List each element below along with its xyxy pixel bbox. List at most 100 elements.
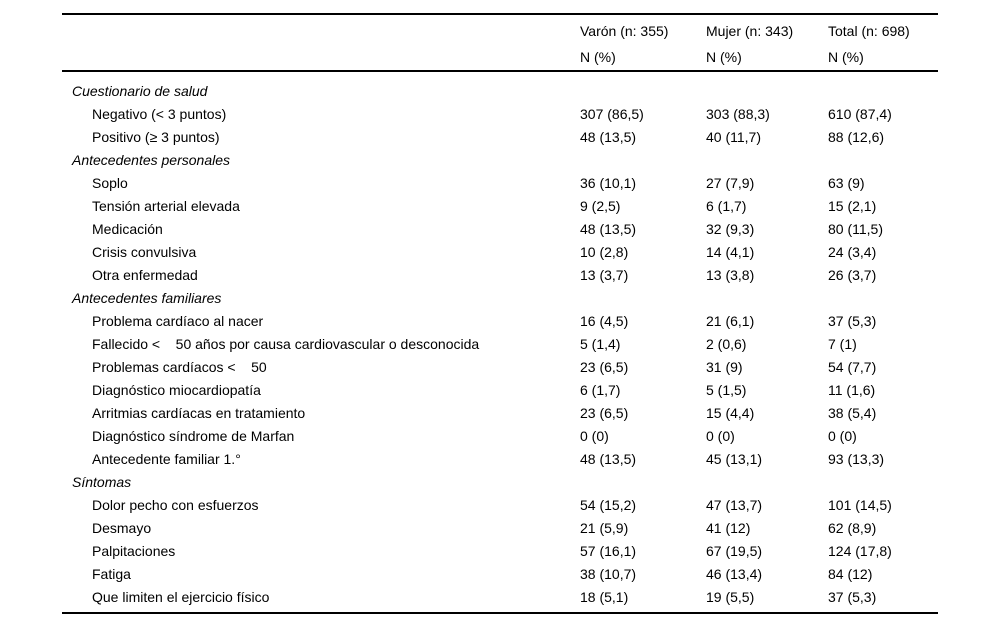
- cell-varon: 307 (86,5): [580, 105, 644, 122]
- cell-total: 88 (12,6): [828, 128, 885, 145]
- cell-mujer: 32 (9,3): [706, 220, 755, 237]
- row-label: Positivo (≥ 3 puntos): [92, 128, 220, 145]
- cell-mujer: 67 (19,5): [706, 542, 763, 559]
- row-label: Problema cardíaco al nacer: [92, 312, 264, 329]
- cell-mujer: 27 (7,9): [706, 174, 755, 191]
- statistics-table: Varón (n: 355) Mujer (n: 343) Total (n: …: [62, 13, 938, 614]
- section-label: Cuestionario de salud: [72, 82, 208, 99]
- section-label: Antecedentes familiares: [72, 289, 222, 306]
- row-label: Fatiga: [92, 565, 131, 582]
- cell-total: 7 (1): [828, 335, 857, 352]
- cell-mujer: 41 (12): [706, 519, 751, 536]
- cell-varon: 6 (1,7): [580, 381, 621, 398]
- cell-varon: 23 (6,5): [580, 404, 629, 421]
- table-row: Antecedente familiar 1.° 48 (13,5) 45 (13,…: [62, 447, 938, 470]
- column-subtitles-row: N (%) N (%) N (%): [62, 44, 938, 70]
- table-row: Soplo 36 (10,1) 27 (7,9) 63 (9): [62, 171, 938, 194]
- cell-total: 124 (17,8): [828, 542, 892, 559]
- table-header-rule: [62, 70, 938, 72]
- column-header-total: Total (n: 698): [828, 23, 910, 39]
- section-label: Síntomas: [72, 473, 132, 490]
- row-label: Negativo (< 3 puntos): [92, 105, 227, 122]
- table-row: Tensión arterial elevada 9 (2,5) 6 (1,7) 15…: [62, 194, 938, 217]
- row-label: Diagnóstico miocardiopatía: [92, 381, 261, 398]
- cell-mujer: 303 (88,3): [706, 105, 770, 122]
- cell-mujer: 31 (9): [706, 358, 743, 375]
- cell-total: 62 (8,9): [828, 519, 877, 536]
- cell-varon: 48 (13,5): [580, 450, 637, 467]
- cell-mujer: 46 (13,4): [706, 565, 763, 582]
- cell-total: 37 (5,3): [828, 312, 877, 329]
- cell-varon: 21 (5,9): [580, 519, 629, 536]
- row-label: Diagnóstico síndrome de Marfan: [92, 427, 295, 444]
- table-top-rule: [62, 13, 938, 15]
- section-row: Antecedentes familiares: [62, 286, 938, 309]
- table-row: Medicación 48 (13,5) 32 (9,3) 80 (11,5): [62, 217, 938, 240]
- column-header-varon: Varón (n: 355): [580, 23, 669, 39]
- row-label: Antecedente familiar 1.°: [92, 450, 241, 467]
- section-row: Síntomas: [62, 470, 938, 493]
- cell-mujer: 15 (4,4): [706, 404, 755, 421]
- cell-varon: 38 (10,7): [580, 565, 637, 582]
- column-subheader-total: N (%): [828, 49, 864, 65]
- table-row: Fatiga 38 (10,7) 46 (13,4) 84 (12): [62, 562, 938, 585]
- cell-varon: 48 (13,5): [580, 128, 637, 145]
- cell-varon: 13 (3,7): [580, 266, 629, 283]
- cell-varon: 23 (6,5): [580, 358, 629, 375]
- column-subheader-mujer: N (%): [706, 49, 742, 65]
- cell-varon: 16 (4,5): [580, 312, 629, 329]
- cell-mujer: 45 (13,1): [706, 450, 763, 467]
- cell-mujer: 5 (1,5): [706, 381, 747, 398]
- cell-varon: 10 (2,8): [580, 243, 629, 260]
- column-subheader-varon: N (%): [580, 49, 616, 65]
- cell-varon: 48 (13,5): [580, 220, 637, 237]
- cell-mujer: 21 (6,1): [706, 312, 755, 329]
- cell-mujer: 19 (5,5): [706, 588, 755, 605]
- table-row: Que limiten el ejercicio físico 18 (5,1) 1…: [62, 585, 938, 608]
- cell-varon: 36 (10,1): [580, 174, 637, 191]
- table-bottom-rule: [62, 612, 938, 614]
- row-label: Problemas cardíacos < 50: [92, 358, 267, 375]
- row-label: Palpitaciones: [92, 542, 176, 559]
- cell-total: 80 (11,5): [828, 220, 883, 237]
- cell-total: 54 (7,7): [828, 358, 877, 375]
- table-row: Diagnóstico miocardiopatía 6 (1,7) 5 (1,5)…: [62, 378, 938, 401]
- table-row: Negativo (< 3 puntos) 307 (86,5) 303 (88,3…: [62, 102, 938, 125]
- row-label: Que limiten el ejercicio físico: [92, 588, 270, 605]
- cell-varon: 57 (16,1): [580, 542, 637, 559]
- table-header: Varón (n: 355) Mujer (n: 343) Total (n: …: [62, 15, 938, 70]
- cell-mujer: 2 (0,6): [706, 335, 747, 352]
- cell-total: 63 (9): [828, 174, 865, 191]
- cell-varon: 54 (15,2): [580, 496, 637, 513]
- cell-mujer: 40 (11,7): [706, 128, 761, 145]
- section-label: Antecedentes personales: [72, 151, 230, 168]
- cell-varon: 9 (2,5): [580, 197, 621, 214]
- cell-mujer: 0 (0): [706, 427, 735, 444]
- cell-total: 610 (87,4): [828, 105, 892, 122]
- row-label: Tensión arterial elevada: [92, 197, 240, 214]
- cell-total: 93 (13,3): [828, 450, 885, 467]
- cell-mujer: 47 (13,7): [706, 496, 763, 513]
- table-row: Problema cardíaco al nacer 16 (4,5) 21 (6,…: [62, 309, 938, 332]
- row-label: Arritmias cardíacas en tratamiento: [92, 404, 306, 421]
- table-row: Desmayo 21 (5,9) 41 (12) 62 (8,9): [62, 516, 938, 539]
- row-label: Crisis convulsiva: [92, 243, 197, 260]
- table-row: Positivo (≥ 3 puntos) 48 (13,5) 40 (11,7) 8…: [62, 125, 938, 148]
- column-titles-row: Varón (n: 355) Mujer (n: 343) Total (n: …: [62, 18, 938, 44]
- table-row: Diagnóstico síndrome de Marfan 0 (0) 0 (0)…: [62, 424, 938, 447]
- cell-varon: 0 (0): [580, 427, 609, 444]
- section-row: Antecedentes personales: [62, 148, 938, 171]
- column-header-mujer: Mujer (n: 343): [706, 23, 794, 39]
- cell-total: 37 (5,3): [828, 588, 877, 605]
- section-row: Cuestionario de salud: [62, 79, 938, 102]
- table-row: Otra enfermedad 13 (3,7) 13 (3,8) 26 (3,7): [62, 263, 938, 286]
- row-label: Medicación: [92, 220, 163, 237]
- row-label: Desmayo: [92, 519, 152, 536]
- table-row: Crisis convulsiva 10 (2,8) 14 (4,1) 24 (3,4…: [62, 240, 938, 263]
- table-row: Palpitaciones 57 (16,1) 67 (19,5) 124 (17,8…: [62, 539, 938, 562]
- cell-mujer: 14 (4,1): [706, 243, 755, 260]
- row-label: Fallecido < 50 años por causa cardiovasc…: [92, 335, 480, 352]
- cell-total: 84 (12): [828, 565, 873, 582]
- table-row: Arritmias cardíacas en tratamiento 23 (6,…: [62, 401, 938, 424]
- cell-mujer: 13 (3,8): [706, 266, 755, 283]
